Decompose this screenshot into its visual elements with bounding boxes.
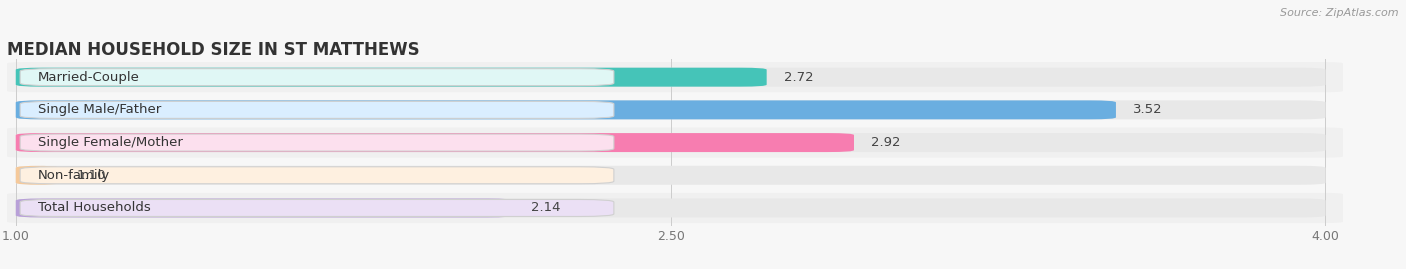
FancyBboxPatch shape bbox=[20, 69, 614, 86]
Text: MEDIAN HOUSEHOLD SIZE IN ST MATTHEWS: MEDIAN HOUSEHOLD SIZE IN ST MATTHEWS bbox=[7, 41, 419, 59]
Text: 3.52: 3.52 bbox=[1133, 103, 1163, 116]
Text: 2.14: 2.14 bbox=[531, 201, 561, 214]
FancyBboxPatch shape bbox=[7, 160, 1343, 190]
Text: 2.92: 2.92 bbox=[872, 136, 901, 149]
Text: Source: ZipAtlas.com: Source: ZipAtlas.com bbox=[1281, 8, 1399, 18]
FancyBboxPatch shape bbox=[20, 101, 614, 118]
FancyBboxPatch shape bbox=[15, 68, 766, 87]
FancyBboxPatch shape bbox=[15, 133, 1326, 152]
FancyBboxPatch shape bbox=[20, 167, 614, 184]
FancyBboxPatch shape bbox=[7, 95, 1343, 125]
FancyBboxPatch shape bbox=[7, 193, 1343, 223]
Text: Non-family: Non-family bbox=[38, 169, 110, 182]
FancyBboxPatch shape bbox=[15, 100, 1116, 119]
Text: Total Households: Total Households bbox=[38, 201, 150, 214]
FancyBboxPatch shape bbox=[7, 62, 1343, 92]
FancyBboxPatch shape bbox=[7, 128, 1343, 158]
FancyBboxPatch shape bbox=[15, 166, 1326, 185]
Text: Single Male/Father: Single Male/Father bbox=[38, 103, 160, 116]
FancyBboxPatch shape bbox=[15, 199, 1326, 217]
FancyBboxPatch shape bbox=[15, 133, 853, 152]
FancyBboxPatch shape bbox=[15, 166, 59, 185]
Text: 2.72: 2.72 bbox=[785, 71, 814, 84]
Text: 1.10: 1.10 bbox=[77, 169, 107, 182]
FancyBboxPatch shape bbox=[15, 100, 1326, 119]
Text: Single Female/Mother: Single Female/Mother bbox=[38, 136, 183, 149]
FancyBboxPatch shape bbox=[15, 68, 1326, 87]
FancyBboxPatch shape bbox=[15, 199, 513, 217]
Text: Married-Couple: Married-Couple bbox=[38, 71, 139, 84]
FancyBboxPatch shape bbox=[20, 134, 614, 151]
FancyBboxPatch shape bbox=[20, 200, 614, 217]
